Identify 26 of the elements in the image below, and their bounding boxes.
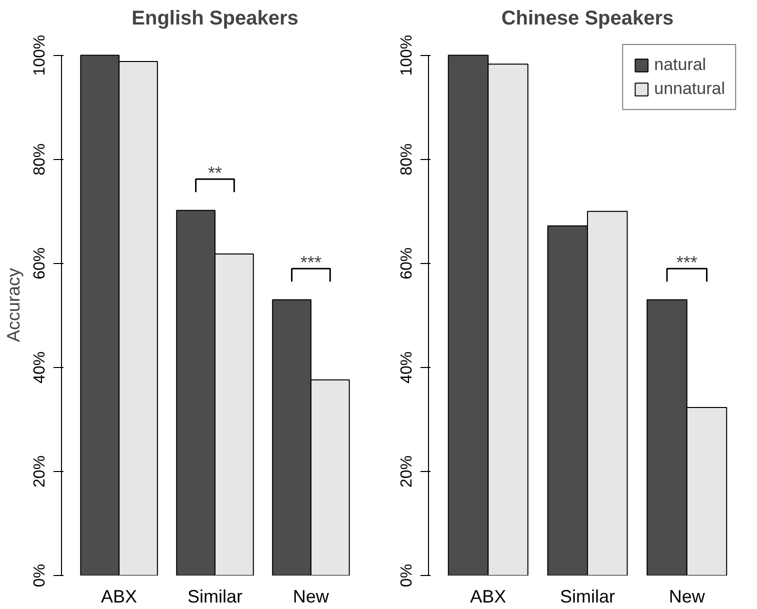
chart-title: English Speakers <box>132 8 298 30</box>
y-tick-label: 80% <box>398 143 416 176</box>
x-tick-label: Similar <box>188 586 243 606</box>
y-tick-label: 60% <box>398 247 416 280</box>
annotation: *** <box>300 252 322 273</box>
x-tick-label: Similar <box>560 586 616 606</box>
x-tick-label: ABX <box>101 586 138 606</box>
y-tick-label: 100% <box>32 34 48 76</box>
y-tick-label: 20% <box>398 455 416 488</box>
y-tick-label: 60% <box>32 247 48 280</box>
chart-title: Chinese Speakers <box>501 8 674 30</box>
legend-label: unnatural <box>654 79 725 99</box>
annotation: *** <box>676 252 698 273</box>
y-tick-label: 80% <box>32 143 48 176</box>
y-tick-label: 100% <box>398 34 416 76</box>
y-tick-label: 0% <box>32 564 48 588</box>
y-tick-label: 0% <box>398 564 416 588</box>
x-tick-label: ABX <box>470 586 506 606</box>
y-tick-label: 20% <box>32 455 48 488</box>
x-tick-label: New <box>292 586 330 606</box>
annotation: ** <box>208 163 222 184</box>
y-axis-title: Accuracy <box>4 268 24 342</box>
legend-label: natural <box>654 55 706 75</box>
x-tick-label: New <box>668 586 706 606</box>
y-tick-label: 40% <box>32 351 48 384</box>
y-tick-label: 40% <box>398 351 416 384</box>
